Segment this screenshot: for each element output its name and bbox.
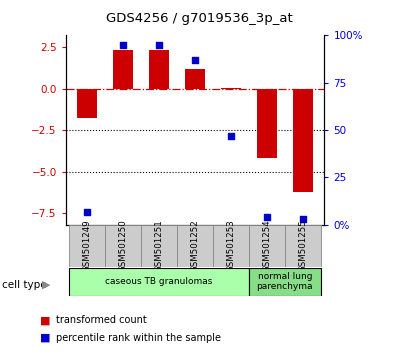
Point [120, 42, 126, 48]
Point [300, 216, 306, 222]
Point [228, 133, 234, 139]
Point [84, 209, 90, 215]
Text: cell type: cell type [2, 280, 47, 290]
Bar [113, 50, 133, 88]
Bar [69, 268, 249, 296]
Text: normal lung
parenchyma: normal lung parenchyma [257, 272, 313, 291]
Text: percentile rank within the sample: percentile rank within the sample [56, 333, 221, 343]
Text: GDS4256 / g7019536_3p_at: GDS4256 / g7019536_3p_at [105, 12, 293, 25]
Bar [77, 88, 97, 119]
Bar [69, 225, 105, 267]
Bar [177, 225, 213, 267]
Text: GSM501251: GSM501251 [154, 219, 164, 273]
Point [192, 57, 198, 63]
Text: GSM501254: GSM501254 [262, 219, 271, 273]
Text: transformed count: transformed count [56, 315, 146, 325]
Bar [293, 88, 313, 192]
Bar [249, 225, 285, 267]
Bar [105, 225, 141, 267]
Text: GSM501249: GSM501249 [83, 220, 92, 272]
Bar [141, 225, 177, 267]
Text: ■: ■ [40, 315, 50, 325]
Bar [249, 268, 321, 296]
Point [156, 42, 162, 48]
Text: GSM501252: GSM501252 [191, 219, 199, 273]
Text: ■: ■ [40, 333, 50, 343]
Text: ▶: ▶ [41, 280, 50, 290]
Point [264, 215, 270, 220]
Text: GSM501255: GSM501255 [298, 219, 307, 273]
Text: caseous TB granulomas: caseous TB granulomas [105, 277, 213, 286]
Bar [257, 88, 277, 158]
Bar [213, 225, 249, 267]
Bar [185, 69, 205, 88]
Bar [149, 50, 169, 88]
Bar [285, 225, 321, 267]
Text: GSM501253: GSM501253 [226, 219, 236, 273]
Text: GSM501250: GSM501250 [119, 219, 128, 273]
